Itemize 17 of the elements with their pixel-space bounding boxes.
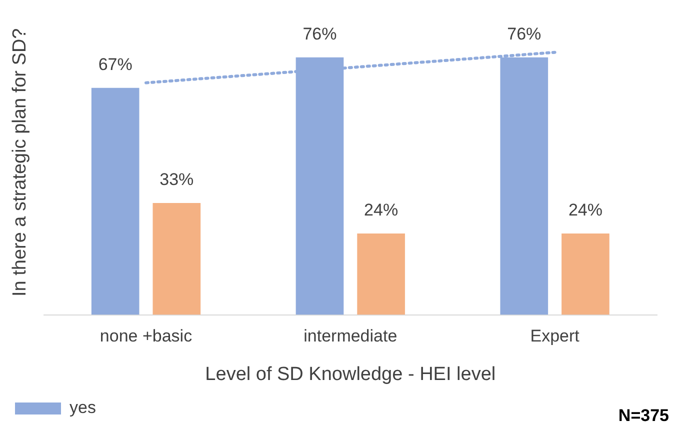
bar (152, 203, 201, 315)
data-label: 24% (568, 200, 602, 220)
x-axis-title: Level of SD Knowledge - HEI level (205, 364, 496, 385)
legend-label: yes (70, 398, 96, 418)
data-label: 76% (302, 24, 337, 44)
data-label: 76% (507, 24, 542, 44)
data-label: 67% (98, 55, 132, 74)
bar (91, 88, 140, 315)
data-label: 24% (364, 200, 398, 220)
text: N=375 (618, 406, 669, 426)
x-tick-label: intermediate (304, 326, 398, 346)
bar (357, 234, 405, 315)
x-tick-label: Expert (530, 326, 580, 346)
x-tick-label: none +basic (100, 326, 193, 346)
y-axis-title: In there a strategic plan for SD? (10, 28, 31, 297)
data-label: 33% (160, 170, 194, 190)
bar (562, 234, 610, 315)
